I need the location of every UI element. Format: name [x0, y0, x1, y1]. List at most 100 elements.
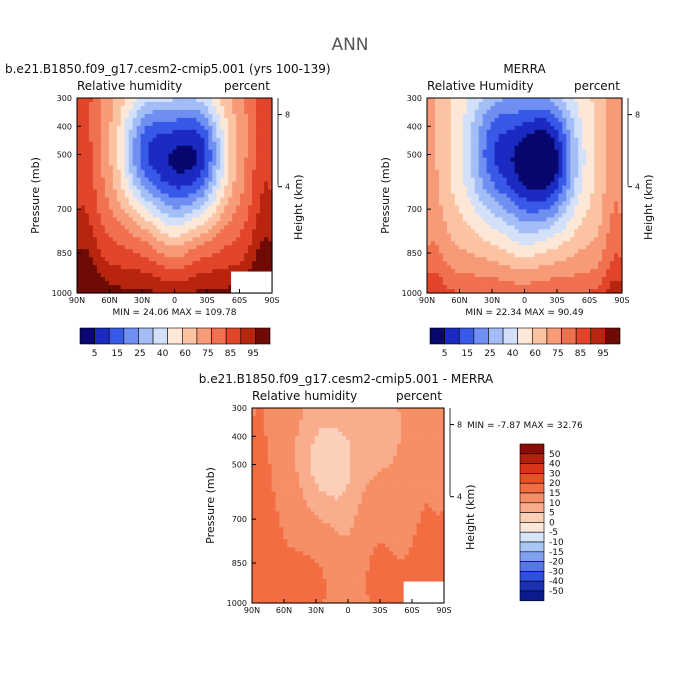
field-cell [204, 129, 209, 135]
field-cell [502, 173, 508, 179]
field-cell [434, 221, 440, 226]
field-cell [136, 269, 142, 274]
field-cell [474, 197, 480, 203]
field-cell [216, 273, 221, 278]
field-cell [442, 197, 448, 203]
field-cell [498, 289, 504, 294]
field-cell [168, 249, 174, 254]
field-cell [120, 157, 126, 163]
field-cell [538, 213, 544, 218]
field-cell [216, 105, 221, 111]
field-cell [180, 129, 186, 135]
field-cell [263, 415, 269, 421]
field-cell [586, 161, 591, 167]
field-cell [124, 201, 130, 207]
field-cell [546, 153, 551, 159]
field-cell [252, 137, 257, 143]
field-cell [264, 149, 269, 155]
field-cell [224, 129, 229, 135]
field-cell [96, 145, 102, 151]
field-cell [494, 105, 500, 111]
field-cell [594, 169, 599, 175]
field-cell [120, 265, 126, 270]
field-cell [128, 237, 134, 242]
field-cell [112, 129, 118, 135]
field-cell [176, 225, 182, 230]
field-cell [546, 285, 551, 290]
field-cell [570, 241, 575, 246]
field-cell [518, 145, 524, 151]
field-cell [172, 129, 178, 135]
field-cell [442, 117, 448, 123]
field-cell [598, 121, 603, 127]
field-cell [502, 169, 508, 175]
field-cell [490, 269, 496, 274]
field-cell [228, 125, 233, 131]
field-cell [152, 189, 158, 195]
field-cell [260, 193, 265, 199]
field-cell [136, 201, 142, 207]
field-cell [132, 269, 138, 274]
field-cell [482, 205, 488, 211]
field-cell [434, 233, 440, 238]
field-cell [84, 169, 90, 175]
field-cell [164, 217, 170, 222]
field-cell [542, 117, 547, 123]
field-cell [470, 121, 476, 127]
field-cell [156, 229, 162, 234]
field-cell [248, 149, 253, 155]
field-cell [554, 165, 559, 171]
x-tick-label: 60S [582, 296, 597, 305]
field-cell [478, 113, 484, 119]
field-cell [140, 221, 146, 226]
field-cell [268, 173, 273, 179]
field-cell [176, 117, 182, 123]
field-cell [176, 181, 182, 187]
field-cell [216, 149, 221, 155]
field-cell [454, 165, 460, 171]
field-cell [466, 98, 472, 103]
field-cell [502, 213, 508, 218]
field-cell [338, 408, 343, 413]
field-cell [490, 221, 496, 226]
field-cell [514, 261, 520, 266]
field-cell [618, 129, 623, 135]
field-cell [474, 161, 480, 167]
field-cell [168, 181, 174, 187]
field-cell [100, 273, 106, 278]
field-cell [176, 193, 182, 199]
field-cell [168, 285, 174, 290]
field-cell [434, 249, 440, 254]
field-cell [538, 185, 544, 191]
field-cell [256, 181, 261, 187]
field-cell [252, 269, 257, 274]
field-cell [586, 125, 591, 131]
field-cell [156, 257, 162, 262]
field-cell [144, 125, 150, 131]
field-cell [618, 237, 623, 242]
field-cell [454, 213, 460, 218]
field-cell [442, 285, 448, 290]
field-cell [252, 149, 257, 155]
field-cell [116, 241, 122, 246]
field-cell [176, 233, 182, 238]
field-cell [104, 277, 110, 282]
field-cell [550, 197, 555, 203]
field-cell [148, 273, 154, 278]
field-cell [482, 221, 488, 226]
field-cell [96, 261, 102, 266]
field-cell [466, 101, 472, 107]
field-cell [100, 241, 106, 246]
field-cell [224, 141, 229, 147]
field-cell [566, 241, 571, 246]
field-cell [446, 193, 452, 199]
field-cell [458, 289, 464, 294]
field-cell [542, 229, 547, 234]
field-cell [88, 153, 94, 159]
field-cell [490, 149, 496, 155]
field-cell [498, 98, 504, 103]
field-cell [542, 101, 547, 107]
field-cell [438, 109, 444, 115]
field-cell [550, 157, 555, 163]
field-cell [84, 149, 90, 155]
